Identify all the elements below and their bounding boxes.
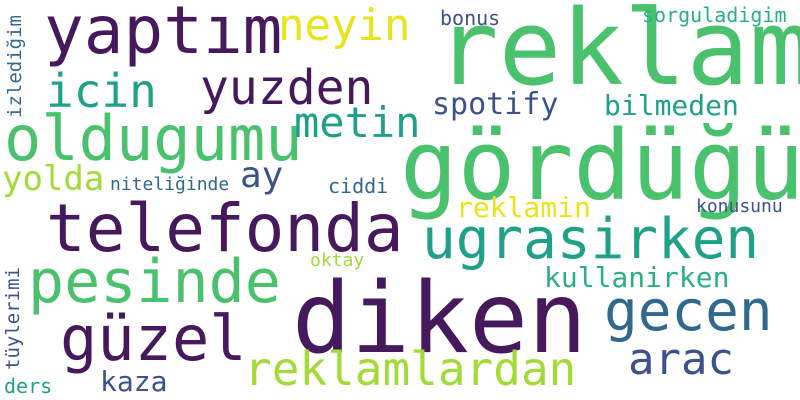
word-telefonda: telefonda xyxy=(46,190,404,267)
word-yuzden: yuzden xyxy=(200,60,374,116)
word-oktay: oktay xyxy=(310,250,365,271)
word-ders: ders xyxy=(4,374,53,398)
word-bonus: bonus xyxy=(440,6,501,30)
word-guzel: güzel xyxy=(60,302,247,375)
word-neyin: neyin xyxy=(278,0,411,51)
word-oldugumu: oldugumu xyxy=(4,102,303,175)
word-reklamlardan: reklamlardan xyxy=(244,342,577,396)
word-pesinde: pesinde xyxy=(28,247,281,317)
word-niteliginde: niteliğinde xyxy=(110,174,230,195)
word-konusunu: konusunu xyxy=(696,196,783,217)
word-izledigim: izlediğim xyxy=(4,15,26,118)
word-kaza: kaza xyxy=(100,365,168,398)
word-yaptim: yaptım xyxy=(44,0,283,69)
word-reklam: reklam xyxy=(436,0,800,109)
word-diken: diken xyxy=(292,262,588,376)
word-yolda: yolda xyxy=(2,159,105,199)
word-ugrasirken: ugrasirken xyxy=(422,207,760,272)
word-spotify: spotify xyxy=(432,87,559,122)
word-metin: metin xyxy=(294,98,421,147)
word-ay: ay xyxy=(240,155,284,196)
word-bilmeden: bilmeden xyxy=(604,89,739,122)
word-sorguladigim: sorguladigim xyxy=(642,3,787,27)
word-kullanirken: kullanirken xyxy=(544,261,730,294)
word-gecen: gecen xyxy=(604,279,773,344)
word-arac: arac xyxy=(628,334,734,385)
word-gordugum: gördüğüm xyxy=(400,110,800,222)
word-tuylerimi: tüylerimi xyxy=(2,267,24,370)
word-ciddi: ciddi xyxy=(328,174,389,198)
word-icin: icin xyxy=(46,64,157,118)
word-reklamin: reklamin xyxy=(456,191,591,224)
